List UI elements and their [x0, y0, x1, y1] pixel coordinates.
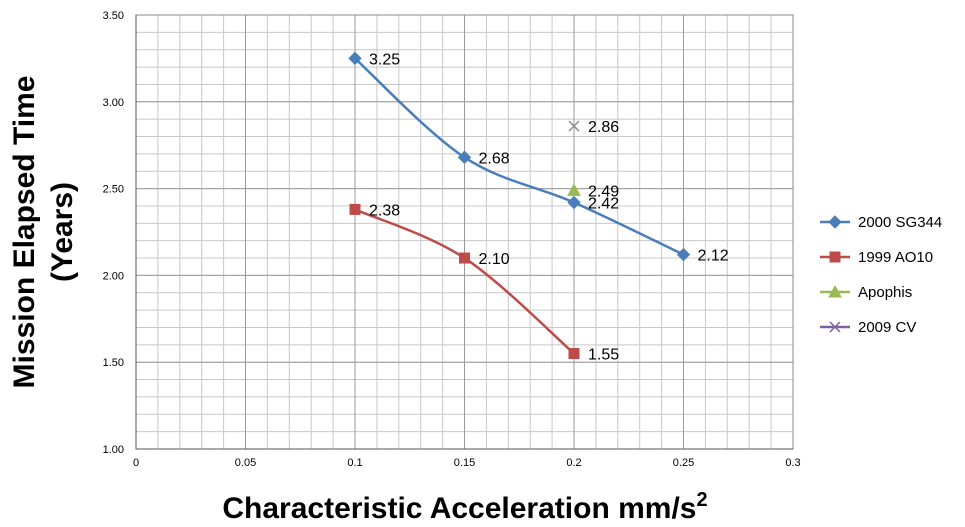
grid	[135, 14, 794, 450]
legend-marker	[828, 284, 842, 298]
x-tick-label: 0.1	[347, 457, 362, 469]
data-label: 2.68	[479, 150, 510, 167]
legend-marker	[829, 251, 841, 263]
data-label: 3.25	[369, 51, 400, 68]
series-markers	[348, 51, 691, 360]
x-axis-ticks: 0 0.05 0.1 0.15 0.2 0.25 0.3	[133, 457, 801, 469]
y-tick-label: 1.50	[103, 357, 124, 369]
legend: 2000 SG344 1999 AO10 Apophis 2009 CV	[820, 214, 942, 336]
x-tick-label: 0.2	[566, 457, 581, 469]
data-point	[459, 252, 470, 264]
y-axis-title: Mission Elapsed Time	[8, 76, 41, 389]
legend-label: 2009 CV	[858, 319, 916, 336]
x-tick-label: 0	[133, 457, 139, 469]
data-labels: 3.25 2.68 2.42 2.12 2.38 2.10 1.55 2.49 2.86	[369, 51, 729, 363]
legend-label: 2000 SG344	[858, 214, 942, 231]
legend-item: 1999 AO10	[820, 249, 933, 266]
series-line	[354, 57, 685, 256]
marker-stroke	[568, 120, 580, 132]
data-point	[568, 120, 580, 132]
y-tick-label: 3.00	[103, 97, 124, 109]
y-axis-ticks: 1.00 1.50 2.00 2.50 3.00 3.50	[103, 10, 124, 456]
legend-marker	[828, 215, 842, 229]
data-point	[349, 203, 361, 215]
y-tick-label: 2.50	[103, 184, 124, 196]
data-point	[457, 150, 472, 165]
legend-item: Apophis	[820, 284, 912, 301]
x-tick-label: 0.05	[235, 457, 256, 469]
data-label: 2.42	[588, 195, 619, 212]
legend-label: Apophis	[858, 284, 912, 301]
x-tick-label: 0.15	[454, 457, 475, 469]
legend-label: 1999 AO10	[858, 249, 933, 266]
data-point	[348, 51, 362, 66]
legend-item: 2000 SG344	[820, 214, 942, 231]
data-label: 2.10	[479, 251, 510, 268]
data-point	[567, 183, 581, 196]
x-tick-label: 0.25	[673, 457, 694, 469]
data-label: 2.38	[369, 202, 400, 219]
y-axis-title-units: (Years)	[46, 182, 79, 282]
y-tick-label: 1.00	[103, 444, 124, 456]
legend-item: 2009 CV	[820, 319, 916, 336]
y-tick-label: 2.00	[103, 270, 124, 282]
x-axis-title-text: Characteristic Acceleration mm/s	[222, 492, 696, 525]
x-axis-title: Characteristic Acceleration mm/s2	[222, 489, 707, 525]
x-axis-title-superscript: 2	[696, 489, 707, 511]
data-label: 2.12	[698, 248, 729, 265]
data-label: 2.86	[588, 119, 619, 136]
marker-stroke	[829, 321, 841, 333]
plot-area	[135, 14, 794, 450]
y-tick-label: 3.50	[103, 10, 124, 22]
x-tick-label: 0.3	[785, 457, 800, 469]
data-label: 1.55	[588, 347, 619, 364]
data-point	[676, 247, 691, 262]
legend-marker	[829, 321, 841, 333]
data-point	[568, 348, 580, 360]
data-point	[567, 195, 581, 210]
data-label: 2.49	[588, 183, 619, 200]
